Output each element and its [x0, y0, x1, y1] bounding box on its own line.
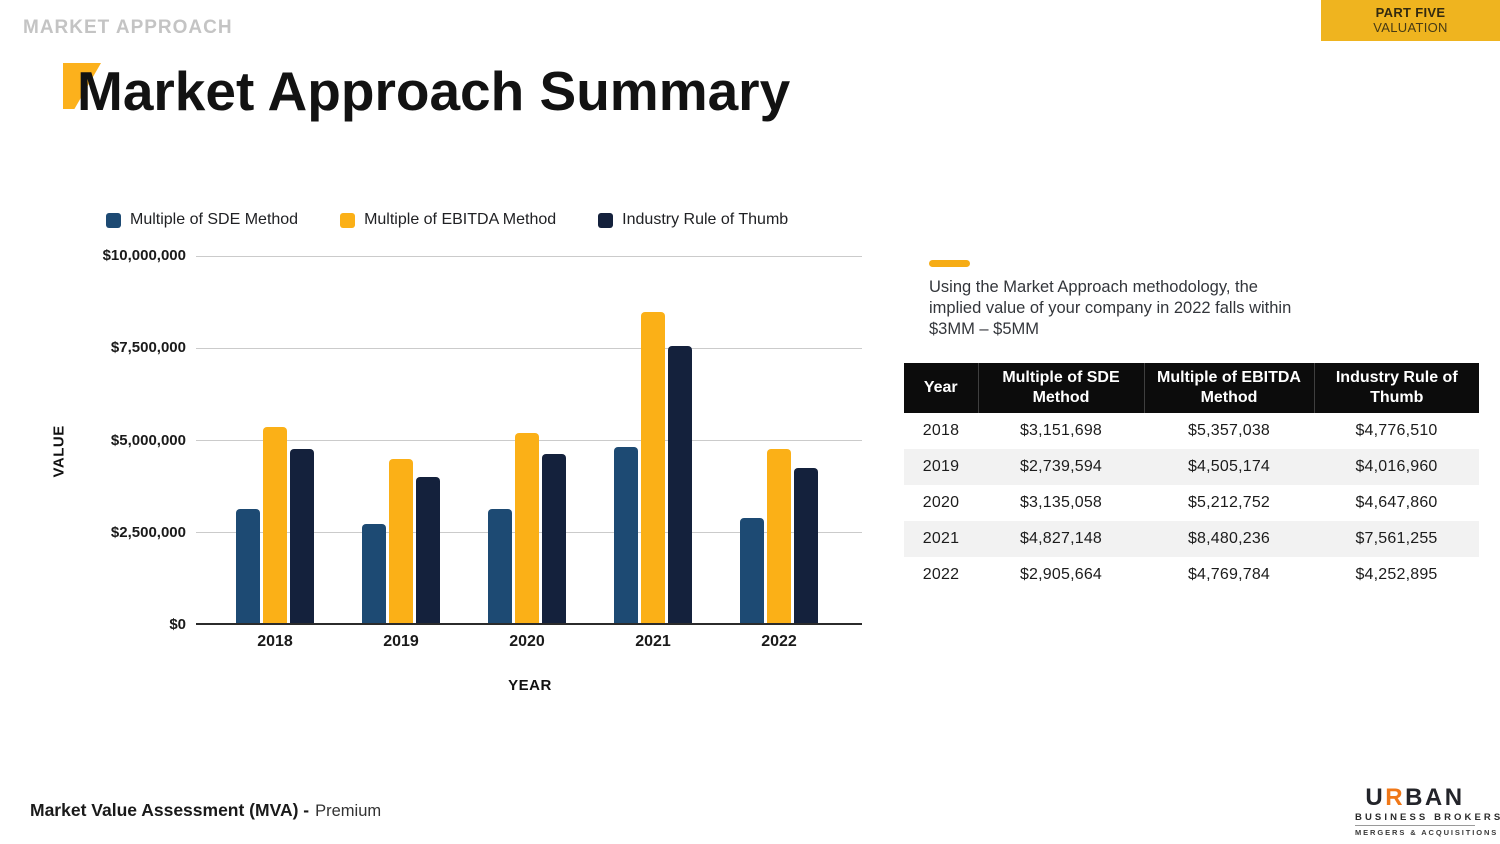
insight-accent-bar — [929, 260, 970, 267]
table-cell: $2,905,664 — [1019, 566, 1103, 583]
table-body: 2018 $3,151,698 $5,357,038 $4,776,510 2019 $2… — [904, 413, 1479, 593]
legend-swatch — [598, 212, 614, 228]
x-tick-label: 2018 — [257, 633, 293, 650]
y-axis-title: VALUE — [50, 425, 68, 478]
bar-2019-2 — [416, 476, 440, 625]
table-row: 2022 $2,905,664 $4,769,784 $4,252,895 — [904, 557, 1479, 593]
table-row: 2021 $4,827,148 $8,480,236 $7,561,255 — [904, 521, 1479, 557]
table-cell: 2022 — [922, 566, 960, 583]
bar-2020-0 — [488, 509, 512, 625]
bar-2020-1 — [515, 432, 539, 625]
y-tick-label: $10,000,000 — [102, 247, 186, 264]
table-cell: 2018 — [922, 422, 960, 439]
bar-2019-0 — [362, 523, 386, 625]
legend-label: Industry Rule of Thumb — [622, 211, 789, 228]
part-badge: PART FIVE VALUATION — [1321, 0, 1500, 41]
y-tick-label: $2,500,000 — [110, 523, 186, 541]
footer-label-bold: Market Value Assessment (MVA) - — [30, 800, 310, 820]
company-logo: URBAN BUSINESS BROKERS MERGERS & ACQUISI… — [1355, 784, 1500, 837]
bar-2020-2 — [542, 453, 566, 625]
bar-2018-2 — [290, 448, 314, 625]
table-cell: $4,016,960 — [1355, 458, 1438, 475]
table-cell: $2,739,594 — [1019, 458, 1103, 475]
bar-2022-0 — [740, 517, 764, 625]
title-row: Market Approach Summary — [63, 60, 790, 123]
part-badge-line1: PART FIVE — [1375, 4, 1446, 20]
legend-label: Multiple of SDE Method — [130, 211, 299, 228]
legend-swatch — [106, 212, 121, 228]
x-axis-title: YEAR — [508, 677, 552, 694]
chart-legend: Multiple of SDE Method Multiple of EBITDA… — [106, 211, 788, 229]
page-title: Market Approach Summary — [77, 60, 791, 122]
breadcrumb: MARKET APPROACH — [23, 17, 233, 38]
grid-line — [196, 255, 862, 257]
table-cell: $8,480,236 — [1187, 530, 1271, 547]
table-cell: $7,561,255 — [1355, 530, 1438, 547]
table-header-row: Year Multiple of SDE Method Multiple of EB… — [904, 363, 1479, 413]
x-tick-label: 2022 — [761, 633, 797, 650]
grid-line — [196, 347, 862, 349]
y-tick-label: $5,000,000 — [110, 431, 186, 449]
table-row: 2019 $2,739,594 $4,505,174 $4,016,960 — [904, 449, 1479, 485]
y-tick-label: $7,500,000 — [110, 339, 186, 357]
table-cell: $4,252,895 — [1355, 566, 1438, 583]
x-tick-label: 2019 — [383, 633, 419, 650]
table-cell: 2021 — [922, 530, 960, 547]
table-header-cell: Industry Rule of Thumb — [1313, 363, 1479, 413]
bar-2021-1 — [641, 312, 665, 625]
table-header-cell: Year — [904, 363, 978, 413]
table-row: 2020 $3,135,058 $5,212,752 $4,647,860 — [904, 485, 1479, 521]
bar-2021-0 — [614, 446, 638, 625]
legend-item: Multiple of SDE Method — [106, 211, 298, 229]
logo-r-glyph: R — [1385, 784, 1406, 811]
bar-chart: $0 $2,500,000 $5,000,000 $7,500,000 $10,000,… — [103, 247, 862, 650]
footer-label: Market Value Assessment (MVA) - Premium — [30, 800, 381, 821]
table-cell: $3,151,698 — [1019, 422, 1103, 439]
bar-2021-2 — [668, 346, 692, 625]
table-cell: $3,135,058 — [1019, 494, 1103, 511]
valuation-table: Year Multiple of SDE Method Multiple of EB… — [904, 363, 1479, 593]
logo-subtitle: BUSINESS BROKERS — [1355, 812, 1500, 823]
part-badge-line2: VALUATION — [1373, 19, 1448, 35]
footer-label-regular: Premium — [315, 802, 382, 820]
logo-tagline: MERGERS & ACQUISITIONS — [1355, 825, 1496, 837]
table-cell: $4,647,860 — [1355, 494, 1438, 511]
bar-2022-2 — [794, 468, 818, 625]
table-head: Year Multiple of SDE Method Multiple of EB… — [904, 363, 1479, 413]
bar-2018-0 — [236, 508, 260, 625]
y-tick-label: $0 — [169, 616, 186, 633]
table-cell: $4,776,510 — [1355, 422, 1438, 439]
legend-item: Multiple of EBITDA Method — [340, 211, 556, 229]
x-tick-label: 2020 — [509, 633, 545, 650]
grid-line — [196, 623, 862, 625]
table-header-cell: Multiple of EBITDA Method — [1143, 363, 1314, 413]
table-cell: $4,827,148 — [1019, 530, 1103, 547]
bar-2022-1 — [767, 449, 791, 625]
table-cell: $5,212,752 — [1187, 494, 1271, 511]
table-cell: $4,505,174 — [1187, 458, 1271, 475]
table-cell: 2020 — [922, 494, 960, 511]
bar-2018-1 — [263, 427, 287, 625]
table-cell: 2019 — [922, 458, 960, 475]
table-row: 2018 $3,151,698 $5,357,038 $4,776,510 — [904, 413, 1479, 449]
table-cell: $5,357,038 — [1187, 422, 1271, 439]
bar-2019-1 — [389, 458, 413, 625]
table-cell: $4,769,784 — [1187, 566, 1271, 583]
logo-wordmark: URBAN — [1365, 784, 1465, 811]
x-tick-label: 2021 — [635, 633, 671, 650]
legend-item: Industry Rule of Thumb — [598, 211, 788, 229]
insight-text: Using the Market Approach methodology, t… — [929, 278, 1292, 338]
legend-swatch — [340, 212, 356, 228]
legend-label: Multiple of EBITDA Method — [364, 211, 557, 228]
table-header-cell: Multiple of SDE Method — [977, 363, 1144, 413]
